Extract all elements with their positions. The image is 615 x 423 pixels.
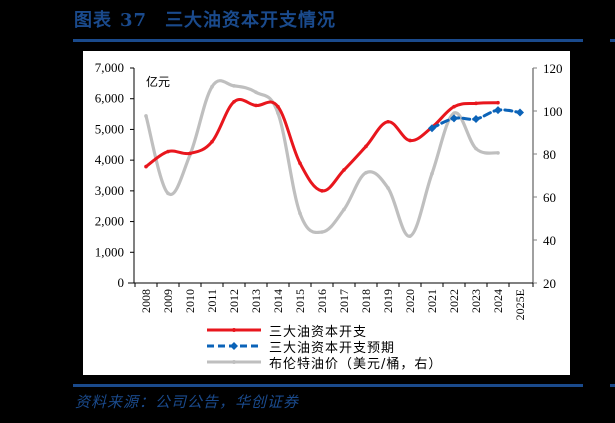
legend-item-brent: 布伦特油价（美元/桶，右） bbox=[205, 354, 443, 372]
x-axis-tick-label: 2021 bbox=[425, 289, 439, 313]
data-point-marker bbox=[474, 101, 478, 106]
x-axis-tick-label: 2014 bbox=[271, 289, 285, 313]
data-point-marker bbox=[342, 168, 346, 172]
data-point-marker bbox=[254, 90, 258, 95]
data-point-marker bbox=[496, 100, 500, 105]
left-axis-tick-label: 7,000 bbox=[95, 60, 124, 75]
x-axis-tick-label: 2009 bbox=[161, 289, 175, 313]
data-point-marker bbox=[386, 119, 390, 124]
x-axis-tick-label: 2020 bbox=[403, 289, 417, 313]
figure-number: 37 bbox=[120, 10, 148, 31]
right-axis-tick-label: 100 bbox=[543, 104, 563, 119]
source-rule bbox=[73, 384, 583, 387]
data-point-marker bbox=[144, 164, 148, 169]
chart-axes: 0 1,000 2,000 3,000 4,000 5,000 6,000 7,000 20 40… bbox=[95, 60, 563, 320]
chart-legend: 三大油资本开支 三大油资本开支预期 布伦特油价（美元/桶，右） bbox=[205, 322, 443, 372]
right-axis-tick-label: 20 bbox=[543, 276, 556, 291]
x-axis-tick-label: 2018 bbox=[359, 289, 373, 313]
data-point-marker bbox=[428, 124, 436, 133]
chart-series bbox=[144, 79, 524, 238]
left-axis-tick-label: 2,000 bbox=[95, 214, 124, 229]
data-point-marker bbox=[210, 139, 214, 144]
data-point-marker bbox=[232, 84, 236, 88]
legend-item-capex: 三大油资本开支 bbox=[205, 322, 442, 340]
x-axis-tick-label: 2024 bbox=[491, 289, 505, 313]
data-point-marker bbox=[166, 191, 170, 196]
legend-label: 三大油资本开支预期 bbox=[269, 340, 396, 356]
x-axis-tick-label: 2023 bbox=[469, 289, 483, 313]
data-point-marker bbox=[386, 186, 390, 190]
data-point-marker bbox=[276, 104, 280, 109]
legend-swatch-brent bbox=[207, 360, 261, 364]
data-point-marker bbox=[516, 108, 524, 117]
legend-label: 布伦特油价（美元/桶，右） bbox=[269, 356, 443, 372]
data-point-marker bbox=[496, 151, 500, 155]
left-axis-tick-label: 1,000 bbox=[95, 244, 124, 259]
data-point-marker bbox=[232, 99, 236, 104]
legend-swatch-forecast bbox=[207, 342, 261, 350]
data-point-marker bbox=[188, 151, 192, 156]
data-point-marker bbox=[450, 114, 458, 123]
data-point-marker bbox=[254, 103, 258, 108]
data-point-marker bbox=[144, 114, 148, 118]
x-axis-tick-label: 2008 bbox=[139, 289, 153, 313]
right-axis-tick-label: 80 bbox=[543, 147, 556, 162]
left-axis-tick-label: 5,000 bbox=[95, 121, 124, 136]
data-point-marker bbox=[408, 138, 412, 143]
x-axis-tick-label: 2016 bbox=[315, 289, 329, 313]
data-point-marker bbox=[452, 111, 456, 115]
left-axis-tick-label: 3,000 bbox=[95, 183, 124, 198]
left-axis-tick-label: 0 bbox=[118, 275, 125, 290]
data-point-marker bbox=[364, 170, 368, 175]
data-point-marker bbox=[320, 230, 324, 234]
data-point-marker bbox=[494, 106, 502, 115]
data-point-marker bbox=[430, 171, 434, 176]
figure-label: 图表 bbox=[74, 10, 112, 31]
legend-item-forecast: 三大油资本开支预期 bbox=[205, 338, 442, 356]
data-point-marker bbox=[342, 207, 346, 212]
left-axis-unit-label: 亿元 bbox=[146, 75, 171, 89]
x-axis-tick-label: 2019 bbox=[381, 289, 395, 313]
adjacent-panel-rule bbox=[610, 384, 615, 387]
right-axis-tick-label: 40 bbox=[543, 233, 556, 248]
x-axis-tick-label: 2013 bbox=[249, 289, 263, 313]
x-axis-tick-label: 2025E bbox=[513, 289, 527, 320]
data-point-marker bbox=[298, 161, 302, 166]
title-rule bbox=[73, 39, 583, 42]
data-point-marker bbox=[472, 114, 480, 123]
legend-label: 三大油资本开支 bbox=[269, 324, 368, 340]
x-axis-tick-label: 2010 bbox=[183, 289, 197, 313]
source-note: 资料来源：公司公告，华创证券 bbox=[75, 393, 300, 411]
series-brent bbox=[144, 79, 500, 238]
series-capex bbox=[144, 97, 500, 193]
chart-panel bbox=[83, 51, 570, 375]
left-axis-tick-label: 6,000 bbox=[95, 91, 124, 106]
data-point-marker bbox=[452, 104, 456, 109]
data-point-marker bbox=[474, 146, 478, 151]
figure-title-text: 三大油资本开支情况 bbox=[165, 10, 337, 31]
adjacent-panel-rule bbox=[610, 39, 615, 42]
x-axis-tick-label: 2015 bbox=[293, 289, 307, 313]
x-axis-tick-label: 2012 bbox=[227, 289, 241, 313]
right-axis-tick-label: 120 bbox=[543, 61, 563, 76]
data-point-marker bbox=[364, 144, 368, 149]
right-axis-tick-label: 60 bbox=[543, 190, 556, 205]
x-axis-tick-label: 2011 bbox=[205, 289, 219, 313]
left-axis-tick-label: 4,000 bbox=[95, 152, 124, 167]
legend-swatch-capex bbox=[207, 328, 261, 332]
figure-title: 图表 37 三大油资本开支情况 bbox=[74, 6, 336, 36]
data-point-marker bbox=[166, 149, 170, 154]
data-point-marker bbox=[320, 189, 324, 193]
data-point-marker bbox=[408, 234, 412, 238]
data-point-marker bbox=[298, 211, 302, 216]
data-point-marker bbox=[210, 84, 214, 89]
x-axis-tick-label: 2022 bbox=[447, 289, 461, 313]
x-axis-tick-label: 2017 bbox=[337, 289, 351, 313]
data-point-marker bbox=[276, 111, 280, 115]
